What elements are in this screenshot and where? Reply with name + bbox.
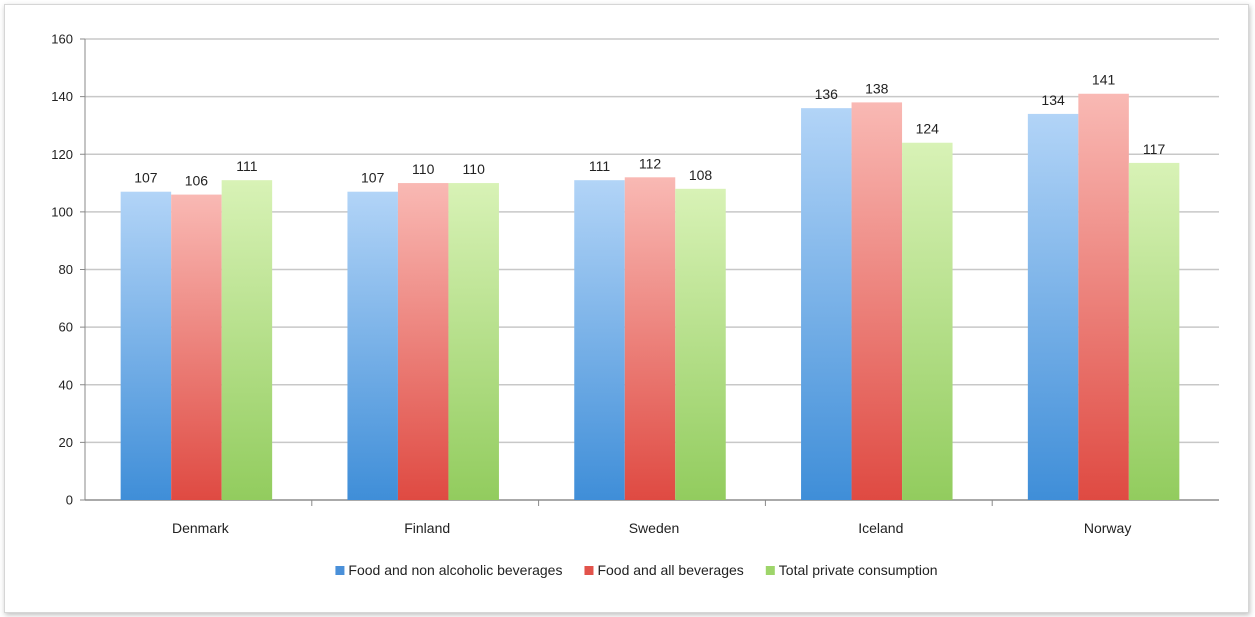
bar-finland-series-2 bbox=[397, 183, 449, 500]
category-label-finland: Finland bbox=[404, 520, 450, 536]
data-label: 110 bbox=[463, 161, 486, 177]
bar-norway-series-1 bbox=[1027, 113, 1079, 500]
data-label: 107 bbox=[134, 170, 158, 186]
bar-denmark-series-1 bbox=[120, 191, 172, 501]
bar-norway-series-2 bbox=[1078, 93, 1129, 501]
bar-iceland-series-1 bbox=[801, 108, 852, 501]
y-tick-label: 60 bbox=[59, 320, 73, 335]
data-label: 111 bbox=[589, 158, 610, 174]
data-label: 106 bbox=[185, 173, 209, 189]
category-label-sweden: Sweden bbox=[629, 520, 680, 536]
category-label-denmark: Denmark bbox=[172, 520, 230, 536]
category-label-iceland: Iceland bbox=[858, 520, 903, 536]
chart-frame: 0 20 40 60 80 100 120 140 160 Denmark Finland Swede… bbox=[4, 4, 1249, 613]
y-tick-label: 40 bbox=[59, 377, 73, 392]
legend-swatch-1 bbox=[335, 566, 345, 575]
bar-denmark-series-2 bbox=[171, 194, 222, 500]
bar-sweden-series-1 bbox=[574, 180, 625, 500]
bar-sweden-series-3 bbox=[675, 188, 726, 500]
y-tick-label: 80 bbox=[59, 262, 73, 277]
data-label: 124 bbox=[916, 121, 940, 137]
bar-iceland-series-3 bbox=[902, 142, 953, 500]
bar-iceland-series-2 bbox=[851, 102, 903, 500]
data-label: 141 bbox=[1092, 72, 1116, 88]
bars bbox=[120, 93, 1180, 501]
data-label: 138 bbox=[865, 80, 889, 96]
legend: Food and non alcoholic beverages Food and… bbox=[335, 562, 938, 578]
data-label: 111 bbox=[236, 158, 257, 174]
y-tick-label: 0 bbox=[66, 493, 73, 508]
bar-finland-series-3 bbox=[448, 183, 499, 500]
y-tick-label: 120 bbox=[51, 147, 73, 162]
y-tick-label: 140 bbox=[51, 89, 73, 104]
bar-chart: 0 20 40 60 80 100 120 140 160 Denmark Finland Swede… bbox=[51, 32, 1219, 578]
legend-swatch-2 bbox=[584, 566, 594, 575]
bar-sweden-series-2 bbox=[624, 177, 676, 501]
legend-label-2: Food and all beverages bbox=[597, 562, 743, 578]
legend-label-1: Food and non alcoholic beverages bbox=[348, 562, 562, 578]
data-labels: 107 106 111 107 110 110 111 112 108 136 138 124 134 1… bbox=[134, 72, 1165, 189]
data-label: 117 bbox=[1143, 141, 1166, 157]
category-label-norway: Norway bbox=[1084, 520, 1131, 536]
y-tick-label: 160 bbox=[51, 32, 73, 47]
data-label: 108 bbox=[689, 167, 713, 183]
data-label: 112 bbox=[639, 155, 662, 171]
data-label: 136 bbox=[815, 86, 839, 102]
legend-label-3: Total private consumption bbox=[779, 562, 938, 578]
data-label: 110 bbox=[412, 161, 435, 177]
legend-swatch-3 bbox=[765, 566, 775, 575]
y-tick-label: 20 bbox=[59, 435, 73, 450]
data-label: 134 bbox=[1041, 92, 1065, 108]
y-tick-label: 100 bbox=[51, 204, 73, 219]
bar-norway-series-3 bbox=[1128, 162, 1180, 501]
bar-finland-series-1 bbox=[347, 191, 398, 501]
bar-denmark-series-3 bbox=[221, 180, 273, 500]
data-label: 107 bbox=[361, 170, 385, 186]
